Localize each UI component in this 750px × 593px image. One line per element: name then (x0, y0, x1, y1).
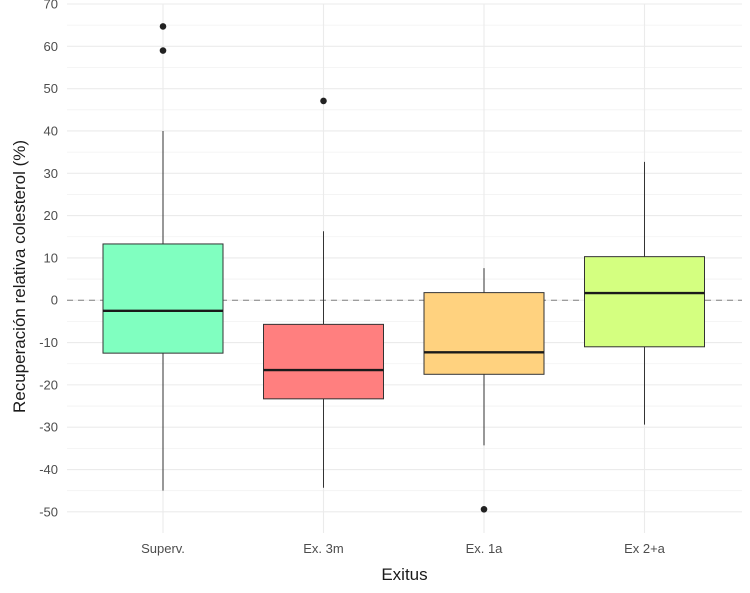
grid (67, 3, 742, 533)
y-tick-label: 70 (44, 0, 58, 12)
y-axis-title: Recuperación relativa colesterol (%) (10, 140, 29, 413)
y-tick-label: -20 (39, 377, 58, 392)
box-group (102, 23, 224, 491)
y-tick-label: 60 (44, 39, 58, 54)
box (423, 292, 545, 375)
y-tick-label: -50 (39, 504, 58, 519)
y-tick-label: 40 (44, 123, 58, 138)
box (102, 243, 224, 354)
y-tick-labels: 70 60 50 40 30 20 10 0 -10 -20 -30 -40 -50 (39, 0, 58, 519)
x-tick-label: Ex 2+a (624, 541, 666, 556)
box-group (423, 268, 545, 513)
outlier-point (480, 506, 488, 513)
y-tick-label: 30 (44, 166, 58, 181)
outlier-point (159, 23, 167, 30)
x-tick-label: Ex. 1a (466, 541, 504, 556)
box (263, 323, 384, 400)
box-group (584, 161, 705, 425)
y-tick-label: 20 (44, 208, 58, 223)
outlier-point (320, 97, 327, 105)
x-tick-label: Ex. 3m (303, 541, 343, 556)
box (584, 256, 705, 348)
y-tick-label: 10 (44, 250, 58, 265)
boxes (102, 23, 705, 513)
x-tick-labels: Superv. Ex. 3m Ex. 1a Ex 2+a (141, 541, 666, 556)
y-tick-label: 50 (44, 81, 58, 96)
y-tick-label: -30 (39, 420, 58, 435)
box-group (263, 97, 384, 488)
y-tick-label: -10 (39, 335, 58, 350)
x-axis-title: Exitus (381, 565, 427, 584)
y-tick-label: -40 (39, 462, 58, 477)
y-tick-label: 0 (51, 293, 58, 308)
x-tick-label: Superv. (141, 541, 185, 556)
outlier-point (159, 47, 167, 54)
